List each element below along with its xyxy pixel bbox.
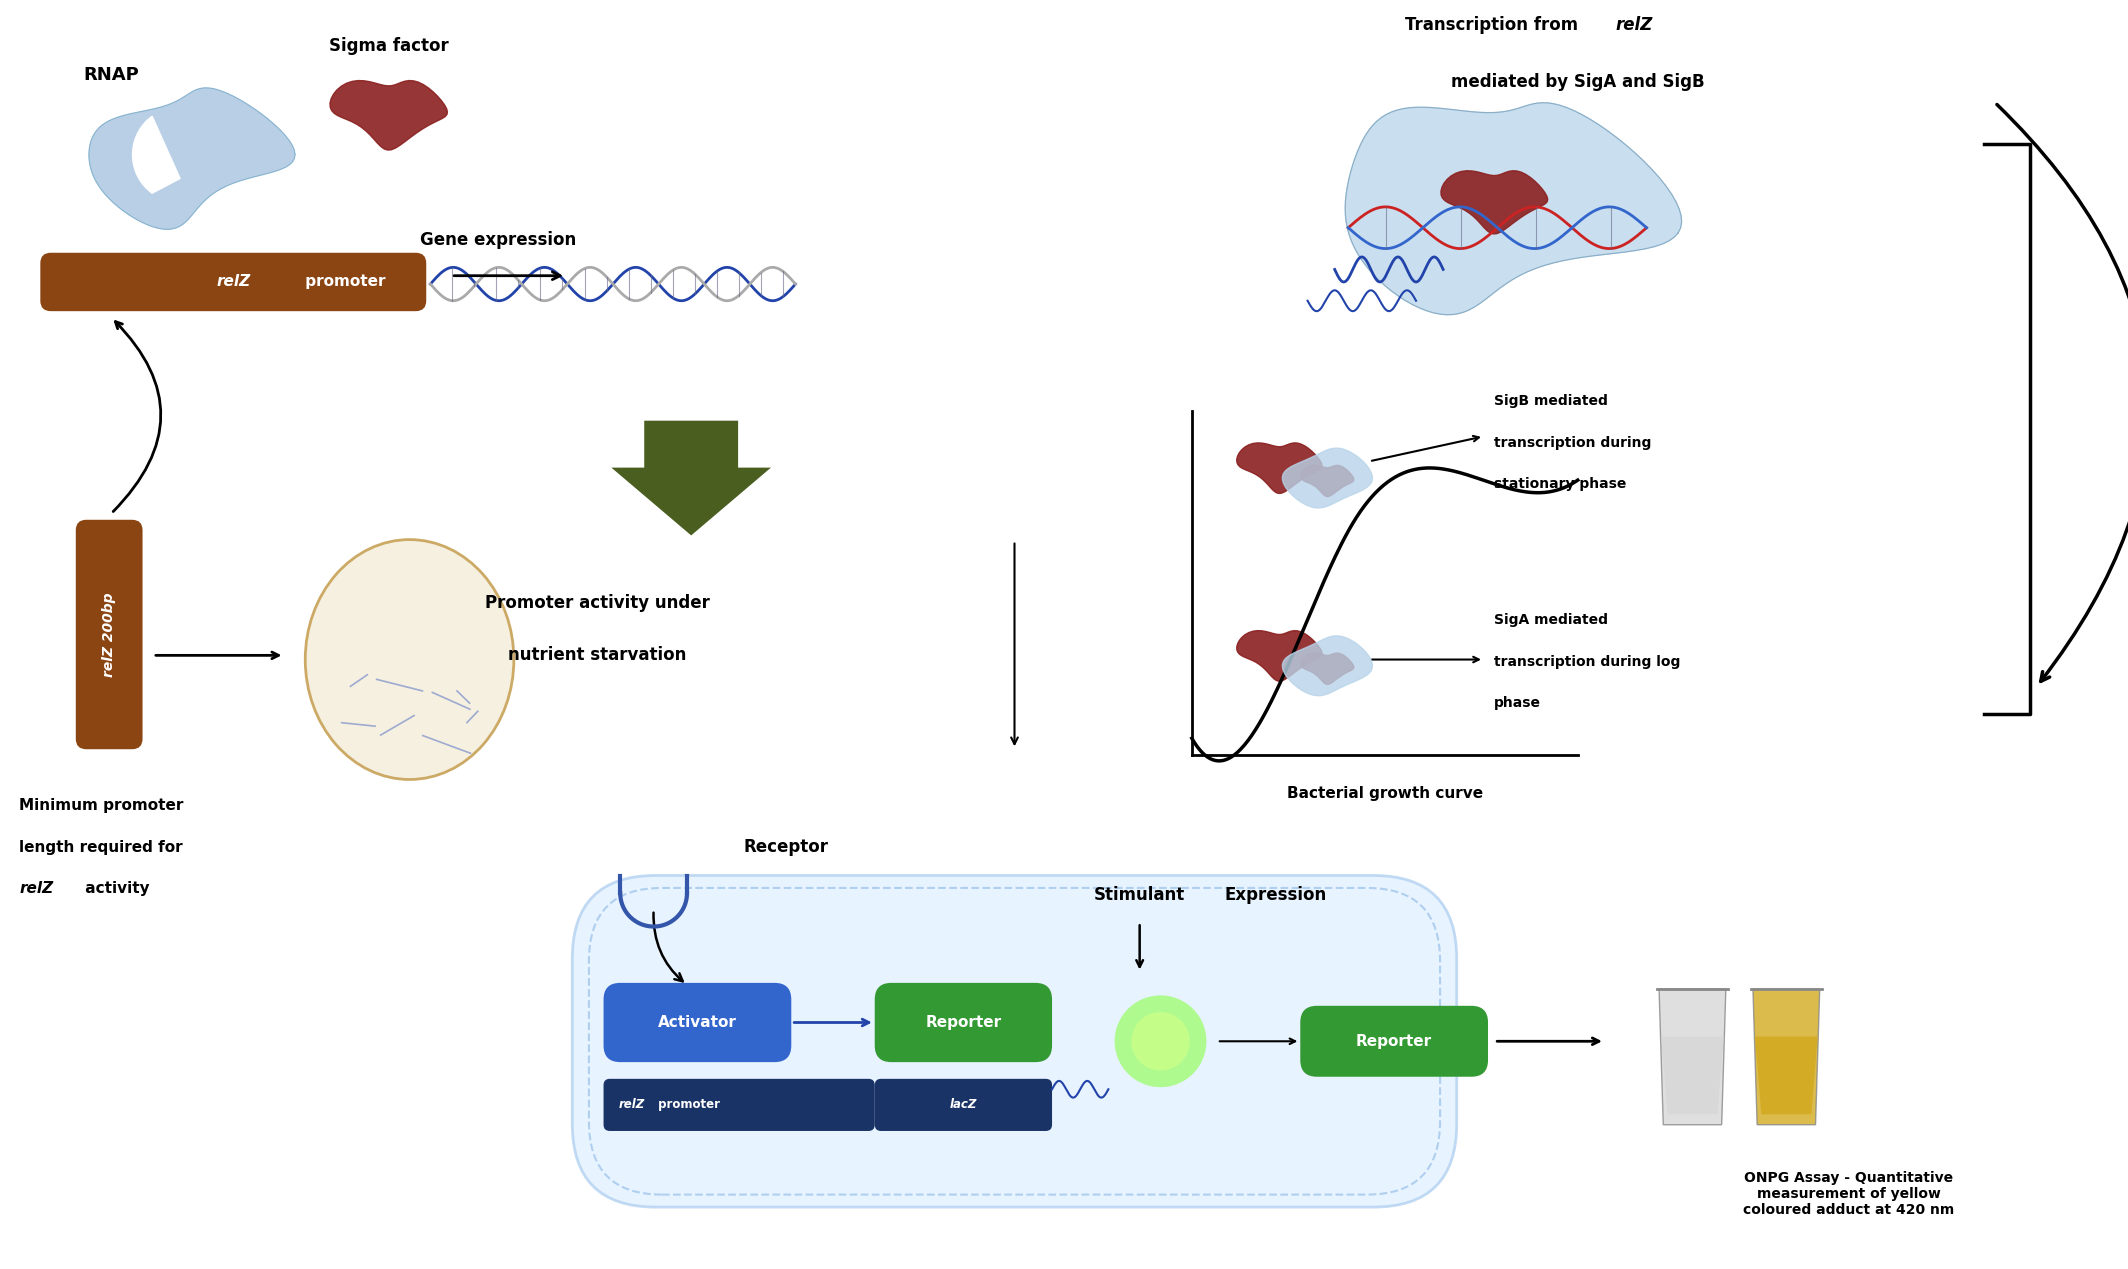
Ellipse shape bbox=[304, 539, 513, 779]
Polygon shape bbox=[1662, 1037, 1724, 1114]
Polygon shape bbox=[330, 80, 447, 150]
Text: SigB mediated: SigB mediated bbox=[1494, 393, 1609, 407]
Text: Stimulant: Stimulant bbox=[1094, 886, 1185, 905]
Polygon shape bbox=[1756, 1037, 1817, 1114]
Polygon shape bbox=[89, 88, 296, 230]
Text: phase: phase bbox=[1494, 697, 1541, 711]
Text: relZ: relZ bbox=[19, 882, 53, 896]
Text: lacZ: lacZ bbox=[949, 1099, 977, 1112]
FancyBboxPatch shape bbox=[604, 1079, 875, 1131]
Text: SigA mediated: SigA mediated bbox=[1494, 613, 1609, 627]
Polygon shape bbox=[1441, 171, 1547, 233]
Polygon shape bbox=[1236, 443, 1321, 494]
Polygon shape bbox=[1753, 989, 1819, 1124]
Polygon shape bbox=[611, 421, 770, 536]
Text: length required for: length required for bbox=[19, 840, 183, 855]
Text: Minimum promoter: Minimum promoter bbox=[19, 798, 183, 813]
Polygon shape bbox=[1283, 448, 1373, 508]
Text: Promoter activity under: Promoter activity under bbox=[485, 594, 711, 612]
Text: mediated by SigA and SigB: mediated by SigA and SigB bbox=[1451, 72, 1705, 90]
Text: relZ: relZ bbox=[217, 274, 251, 289]
Polygon shape bbox=[1345, 103, 1681, 315]
Text: stationary phase: stationary phase bbox=[1494, 477, 1626, 491]
Circle shape bbox=[1132, 1013, 1190, 1071]
Text: ONPG Assay - Quantitative
measurement of yellow
coloured adduct at 420 nm: ONPG Assay - Quantitative measurement of… bbox=[1743, 1170, 1954, 1217]
FancyBboxPatch shape bbox=[875, 983, 1051, 1062]
FancyBboxPatch shape bbox=[40, 253, 426, 311]
Polygon shape bbox=[132, 117, 181, 193]
Text: RNAP: RNAP bbox=[83, 66, 138, 85]
Text: Transcription from: Transcription from bbox=[1404, 16, 1583, 34]
Text: relZ: relZ bbox=[1615, 16, 1653, 34]
Text: Receptor: Receptor bbox=[743, 839, 828, 857]
Text: promoter: promoter bbox=[300, 274, 385, 289]
Polygon shape bbox=[1283, 636, 1373, 695]
Polygon shape bbox=[1236, 631, 1321, 681]
Polygon shape bbox=[1300, 466, 1353, 496]
FancyBboxPatch shape bbox=[77, 520, 143, 749]
Text: Reporter: Reporter bbox=[926, 1015, 1002, 1030]
Text: Bacterial growth curve: Bacterial growth curve bbox=[1287, 786, 1483, 801]
Text: relZ 200bp: relZ 200bp bbox=[102, 593, 117, 676]
FancyBboxPatch shape bbox=[572, 876, 1458, 1207]
Text: activity: activity bbox=[81, 882, 149, 896]
Text: Sigma factor: Sigma factor bbox=[330, 37, 449, 56]
Text: transcription during log: transcription during log bbox=[1494, 655, 1681, 669]
Text: promoter: promoter bbox=[653, 1099, 719, 1112]
Text: Reporter: Reporter bbox=[1356, 1034, 1432, 1048]
Polygon shape bbox=[1300, 654, 1353, 684]
Text: relZ: relZ bbox=[617, 1099, 645, 1112]
FancyBboxPatch shape bbox=[875, 1079, 1051, 1131]
Circle shape bbox=[1115, 995, 1207, 1088]
FancyBboxPatch shape bbox=[604, 983, 792, 1062]
Text: transcription during: transcription during bbox=[1494, 435, 1651, 449]
Polygon shape bbox=[1660, 989, 1726, 1124]
FancyBboxPatch shape bbox=[1300, 1006, 1487, 1076]
Text: nutrient starvation: nutrient starvation bbox=[509, 646, 687, 665]
Text: Activator: Activator bbox=[658, 1015, 736, 1030]
Text: Gene expression: Gene expression bbox=[419, 231, 577, 249]
Text: Expression: Expression bbox=[1224, 886, 1326, 905]
